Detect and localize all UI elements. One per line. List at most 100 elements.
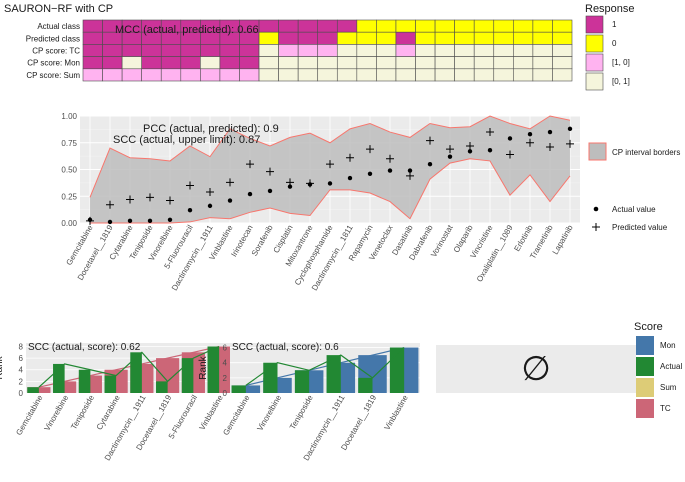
heatmap-cell [239,44,260,57]
actual-value-point [567,126,573,132]
predicted-value-point [146,193,154,202]
heatmap-cell [102,68,123,82]
predicted-value-point [366,145,374,154]
heatmap-cell [415,68,436,82]
heatmap-cell [82,19,103,33]
heatmap-cell [376,31,397,45]
actual-value-point [127,218,133,224]
heatmap-cell [395,56,416,70]
heatmap-cell [356,68,377,82]
points-legend-dot [593,206,599,212]
score-line-tc [38,345,220,388]
heatmap-cell [219,68,240,82]
heatmap-cell [336,19,358,33]
actual-value-point [447,154,453,159]
heatmap-row-label: CP score: TC [32,47,80,56]
actual-rank-bar [326,355,341,393]
heatmap-cell [180,44,201,57]
predicted-value-point [526,138,534,147]
rank-x-tick-label: Cytarabine [95,393,122,431]
actual-value-point [327,181,333,186]
response-legend-label: [0, 1] [612,77,630,86]
actual-value-point [387,168,393,173]
predicted-value-point [86,216,94,225]
predicted-value-point [286,178,294,187]
rank-scc-annotation: SCC (actual, score): 0.62 [28,342,141,353]
points-legend-label: Actual value [612,205,656,214]
points-legend-plus [592,223,600,231]
actual-rank-bar [181,358,194,393]
heatmap-cell [141,68,162,82]
heatmap-cell [356,31,377,45]
heatmap-cell [102,56,123,70]
heatmap-cell [493,68,514,82]
actual-value-point [467,149,473,154]
points-legend: Actual value Predicted value [592,205,668,232]
predicted-value-point [306,179,314,188]
heatmap-cell [219,44,240,57]
interval-y-tick-label: 0.50 [61,166,77,175]
response-legend-swatch [585,15,604,34]
actual-value-point [267,188,273,194]
heatmap-cell [376,68,397,82]
score-legend-swatch [636,357,654,376]
heatmap-cell [473,31,495,45]
heatmap-cell [513,56,534,70]
heatmap-cell [552,56,573,70]
actual-value-point [547,129,553,135]
heatmap-cell [102,44,123,57]
heatmap-cell [454,68,475,82]
rank-x-tick-label: Vinorelbine [43,393,71,433]
actual-rank-line [245,347,405,386]
heatmap-cell [513,31,534,45]
response-legend-label: 0 [612,39,617,48]
cp-lower-border [90,158,571,224]
heatmap-row-label: CP score: Mon [27,59,80,68]
predicted-value-point [106,200,114,209]
heatmap-cell [493,44,514,57]
predicted-value-point [326,160,334,169]
heatmap-cell [219,56,240,70]
interval-y-tick-label: 0.75 [61,139,77,148]
heatmap-cell [278,31,299,45]
rank-y-tick-label: 8 [19,342,24,351]
heatmap-cell [278,19,299,33]
rank-x-tick-label: Vinblastine [383,393,411,432]
rank-x-tick-label: Teniposide [288,393,315,431]
cp-interval-chart: 0.000.250.500.751.00GemcitabineDocetaxel… [61,112,580,292]
heatmap-cell [141,44,162,57]
heatmap-cell [160,44,182,57]
rank-x-tick-label: Docetaxel__1819 [339,393,378,452]
response-legend: Response 1 0 [1, 0] [0, 1] [585,3,635,91]
predicted-value-point [266,167,274,176]
heatmap-cell [336,56,358,70]
heatmap-cell [415,56,436,70]
heatmap-cell [552,68,573,82]
heatmap-cell [473,19,495,33]
actual-value-point [227,198,233,203]
heatmap-cell [317,56,338,70]
heatmap-cell [493,19,514,33]
predicted-value-point [166,196,174,205]
heatmap-cell [258,68,279,82]
rank-x-tick-label: Teniposide [69,393,96,431]
actual-rank-bar [53,363,65,393]
heatmap-cell [513,19,534,33]
heatmap-cell [239,56,260,70]
heatmap-cell [297,31,319,45]
heatmap-cell [160,68,182,82]
heatmap-cell [493,31,514,45]
heatmap-cell [180,56,201,70]
heatmap-cell [415,19,436,33]
actual-value-point [287,184,293,189]
interval-y-tick-label: 0.00 [61,219,77,228]
heatmap-cell [121,56,142,70]
empty-panel-background [436,345,636,393]
empty-set-symbol: ∅ [521,350,551,388]
heatmap-cell [317,19,338,33]
actual-value-point [187,207,193,213]
scc-annotation: SCC (actual, upper limit): 0.87 [113,134,260,146]
heatmap-cell [395,19,416,33]
predicted-value-point [486,128,494,137]
heatmap-cell [454,56,475,70]
